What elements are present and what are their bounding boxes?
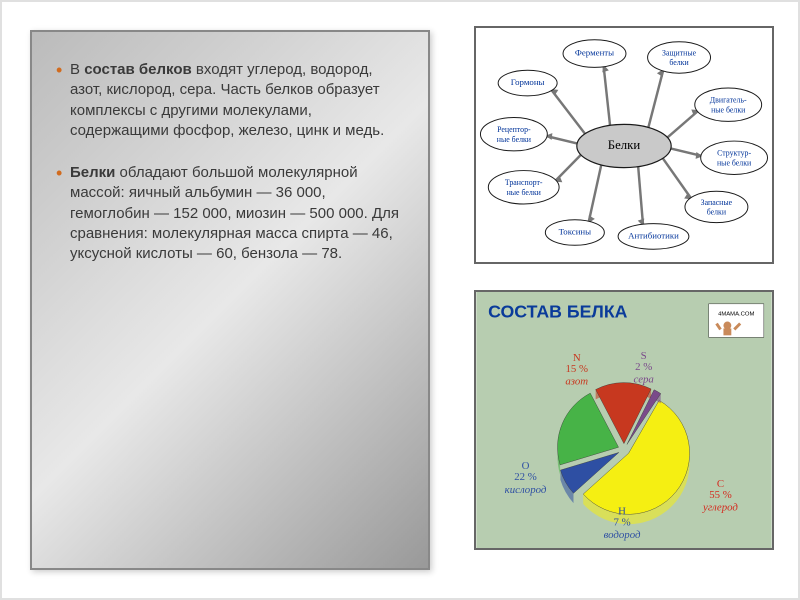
svg-text:Ферменты: Ферменты (575, 48, 614, 58)
diagram-svg: БелкиФерментыЗащитныебелкиГормоныДвигате… (476, 28, 772, 262)
svg-text:белки: белки (707, 208, 727, 217)
pie-svg: СОСТАВ БЕЛКА4MAMA.COMC55 %углеродH7 %вод… (476, 292, 772, 548)
protein-composition-pie: СОСТАВ БЕЛКА4MAMA.COMC55 %углеродH7 %вод… (474, 290, 774, 550)
svg-text:ные белки: ные белки (717, 158, 752, 167)
svg-text:22 %: 22 % (514, 471, 537, 483)
bullet-2: Белки обладают большой молекулярной масс… (56, 163, 404, 264)
svg-text:белки: белки (669, 58, 689, 67)
svg-text:Антибиотики: Антибиотики (628, 230, 679, 240)
svg-text:Рецептор-: Рецептор- (497, 125, 531, 134)
bullet-bold: состав белков (84, 61, 192, 78)
svg-text:55 %: 55 % (709, 489, 732, 501)
text-panel: В состав белков входят углерод, водород,… (30, 30, 430, 570)
slide: В состав белков входят углерод, водород,… (0, 0, 800, 600)
bullet-bold: Белки (70, 164, 115, 181)
svg-text:Структур-: Структур- (717, 149, 751, 158)
svg-text:15 %: 15 % (565, 363, 588, 375)
bullet-text: обладают большой молекулярной массой: яи… (70, 164, 399, 262)
svg-text:Токсины: Токсины (559, 227, 592, 237)
svg-text:ные белки: ные белки (711, 105, 746, 114)
protein-types-diagram: БелкиФерментыЗащитныебелкиГормоныДвигате… (474, 26, 774, 264)
svg-text:сера: сера (634, 374, 654, 386)
svg-text:7 %: 7 % (613, 516, 630, 528)
svg-text:углерод: углерод (702, 502, 738, 514)
svg-text:Гормоны: Гормоны (511, 77, 545, 87)
svg-text:Защитные: Защитные (662, 48, 697, 57)
svg-text:СОСТАВ БЕЛКА: СОСТАВ БЕЛКА (488, 302, 628, 322)
svg-text:Транспорт-: Транспорт- (505, 178, 543, 187)
bullet-prefix: В (70, 61, 84, 78)
svg-text:водород: водород (604, 529, 641, 541)
bullet-1: В состав белков входят углерод, водород,… (56, 60, 404, 141)
svg-text:кислород: кислород (505, 484, 547, 496)
svg-text:4MAMA.COM: 4MAMA.COM (718, 312, 754, 318)
svg-text:ные белки: ные белки (497, 135, 532, 144)
svg-text:2 %: 2 % (635, 361, 652, 373)
svg-text:Двигатель-: Двигатель- (710, 96, 747, 105)
svg-text:азот: азот (565, 376, 588, 388)
svg-text:Запасные: Запасные (701, 198, 733, 207)
svg-text:ные белки: ные белки (507, 188, 542, 197)
svg-text:Белки: Белки (608, 138, 641, 152)
